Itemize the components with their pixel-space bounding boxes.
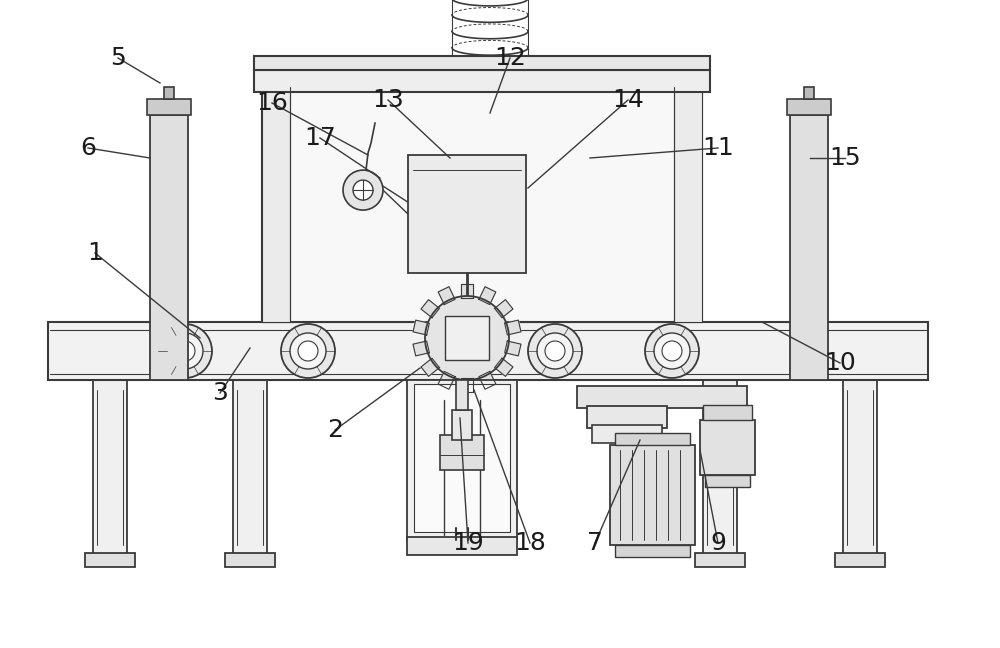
Circle shape: [281, 324, 335, 378]
Bar: [407, 537, 517, 555]
Bar: [440, 435, 484, 470]
Circle shape: [425, 296, 509, 380]
Bar: [93, 380, 127, 555]
Text: 15: 15: [829, 146, 861, 170]
Polygon shape: [505, 341, 521, 356]
Text: 7: 7: [587, 531, 603, 555]
Circle shape: [175, 341, 195, 361]
Text: 18: 18: [514, 531, 546, 555]
Circle shape: [662, 341, 682, 361]
Bar: [164, 87, 174, 99]
Circle shape: [343, 170, 383, 210]
Bar: [705, 475, 750, 487]
Bar: [787, 99, 831, 115]
Circle shape: [545, 341, 565, 361]
Text: 10: 10: [824, 351, 856, 375]
Text: 13: 13: [372, 88, 404, 112]
Bar: [615, 545, 690, 557]
Bar: [414, 384, 510, 532]
Text: 16: 16: [256, 91, 288, 115]
Text: 17: 17: [304, 126, 336, 150]
Polygon shape: [413, 320, 429, 335]
Bar: [587, 406, 667, 428]
Bar: [674, 87, 702, 322]
Polygon shape: [421, 358, 439, 376]
Bar: [262, 87, 290, 322]
Polygon shape: [495, 358, 513, 376]
Polygon shape: [421, 299, 439, 318]
Polygon shape: [413, 341, 429, 356]
Bar: [452, 410, 472, 440]
Text: 9: 9: [710, 531, 726, 555]
Bar: [254, 70, 710, 92]
Bar: [233, 380, 267, 555]
Bar: [703, 380, 737, 555]
Circle shape: [158, 324, 212, 378]
Bar: [790, 115, 828, 380]
Circle shape: [537, 333, 573, 369]
Bar: [254, 56, 710, 70]
Bar: [804, 87, 814, 99]
Text: 1: 1: [87, 241, 103, 265]
Bar: [610, 445, 695, 545]
Bar: [262, 87, 702, 322]
Text: 3: 3: [212, 381, 228, 405]
Polygon shape: [461, 284, 473, 298]
Bar: [615, 433, 690, 445]
Bar: [592, 425, 662, 443]
Polygon shape: [479, 287, 496, 305]
Text: 5: 5: [110, 46, 126, 70]
Bar: [695, 553, 745, 567]
Circle shape: [645, 324, 699, 378]
Circle shape: [167, 333, 203, 369]
Bar: [456, 380, 468, 410]
Text: 6: 6: [80, 136, 96, 160]
Bar: [835, 553, 885, 567]
Bar: [407, 380, 517, 540]
Bar: [577, 386, 747, 408]
Bar: [700, 420, 755, 475]
Bar: [225, 553, 275, 567]
Circle shape: [290, 333, 326, 369]
Bar: [85, 553, 135, 567]
Polygon shape: [505, 320, 521, 335]
Bar: [843, 380, 877, 555]
Bar: [703, 405, 752, 420]
Text: 12: 12: [494, 46, 526, 70]
Circle shape: [528, 324, 582, 378]
Circle shape: [298, 341, 318, 361]
Polygon shape: [438, 287, 455, 305]
Polygon shape: [495, 299, 513, 318]
Text: 14: 14: [612, 88, 644, 112]
Polygon shape: [438, 371, 455, 389]
Text: 2: 2: [327, 418, 343, 442]
Bar: [147, 99, 191, 115]
Bar: [445, 316, 489, 360]
Polygon shape: [479, 371, 496, 389]
Bar: [150, 115, 188, 380]
Polygon shape: [461, 378, 473, 392]
Text: 19: 19: [452, 531, 484, 555]
Text: 11: 11: [702, 136, 734, 160]
Bar: [48, 322, 928, 380]
Circle shape: [353, 180, 373, 200]
Circle shape: [654, 333, 690, 369]
Bar: [408, 155, 526, 273]
